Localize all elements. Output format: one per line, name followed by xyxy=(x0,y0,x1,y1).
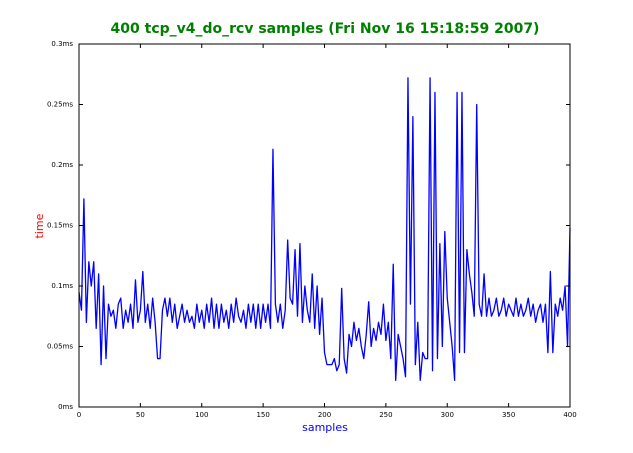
x-tick-label: 250 xyxy=(379,411,392,419)
data-line xyxy=(78,77,571,382)
y-tick-label: 0ms xyxy=(58,403,73,411)
y-tick-label: 0.1ms xyxy=(51,282,73,290)
y-tick-label: 0.05ms xyxy=(47,343,73,351)
y-tick-label: 0.15ms xyxy=(47,222,73,230)
y-axis-label: time xyxy=(33,213,46,238)
x-axis-label: samples xyxy=(302,421,348,434)
x-tick-label: 350 xyxy=(502,411,515,419)
x-tick-label: 200 xyxy=(318,411,331,419)
x-tick-label: 0 xyxy=(77,411,81,419)
y-tick-label: 0.2ms xyxy=(51,161,73,169)
x-tick-label: 100 xyxy=(195,411,208,419)
y-tick-label: 0.3ms xyxy=(51,40,73,48)
x-tick-label: 400 xyxy=(563,411,576,419)
x-tick-label: 50 xyxy=(136,411,145,419)
x-tick-label: 300 xyxy=(441,411,454,419)
y-tick-label: 0.25ms xyxy=(47,101,73,109)
chart-title: 400 tcp_v4_do_rcv samples (Fri Nov 16 15… xyxy=(111,21,540,37)
x-tick-label: 150 xyxy=(256,411,269,419)
